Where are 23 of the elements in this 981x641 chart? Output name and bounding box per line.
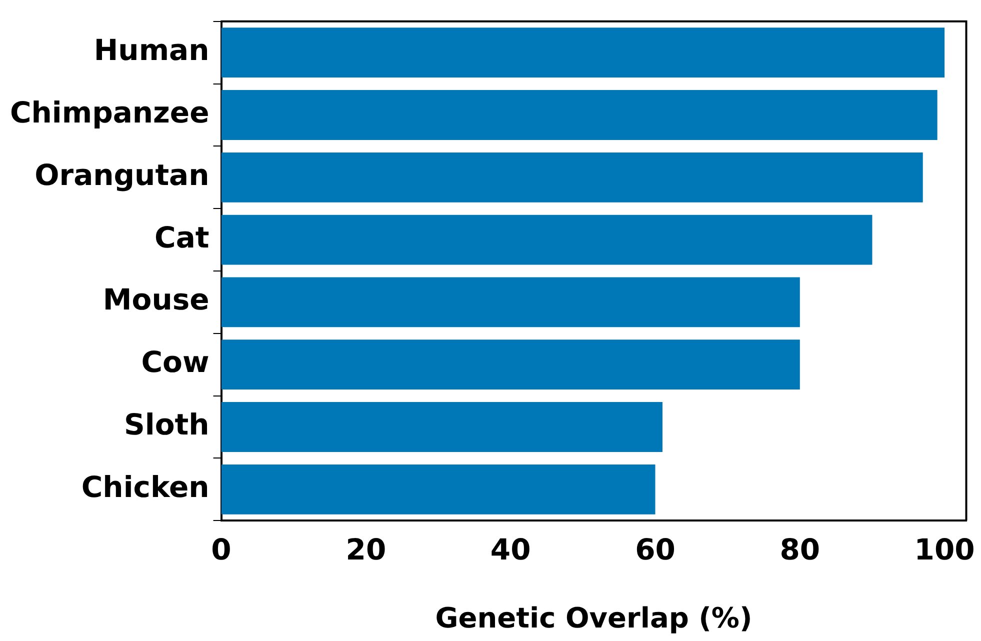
x-tick-label: 60 [635,532,676,567]
x-tick-label: 100 [914,532,975,567]
y-tick-label: Human [94,33,210,68]
y-tick-label: Chicken [81,470,210,504]
y-tick-label: Chimpanzee [10,96,210,130]
bar [221,464,656,514]
x-tick-label: 20 [346,532,386,567]
bar [221,277,800,328]
y-tick-label: Sloth [124,408,210,442]
bar [221,152,923,202]
x-tick-label: 0 [211,532,232,567]
y-tick-label: Cat [154,220,210,254]
y-tick-label: Mouse [102,282,210,317]
bar [221,28,945,78]
bar [221,340,800,390]
x-tick-label: 40 [490,532,531,567]
bar [221,402,662,452]
x-tick-label: 80 [780,532,820,567]
x-axis-title: Genetic Overlap (%) [435,601,752,634]
bar [221,90,938,140]
y-tick-label: Cow [141,345,210,380]
bar [221,214,872,265]
y-tick-label: Orangutan [34,158,210,192]
